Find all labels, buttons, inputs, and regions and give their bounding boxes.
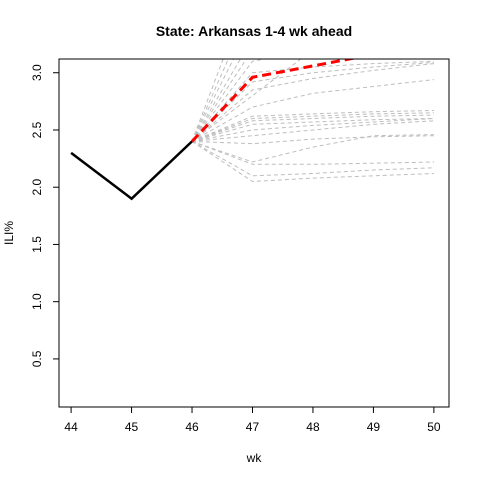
ensemble-line-5: [191, 135, 434, 145]
ensemble-line-14: [191, 63, 434, 142]
ensemble-line-13: [191, 59, 302, 142]
ensemble-line-19: [191, 59, 241, 142]
ensemble-line-18: [191, 59, 248, 142]
x-axis-label: wk: [246, 451, 263, 465]
ensemble-line-20: [191, 59, 235, 142]
ensemble-line-15: [191, 61, 434, 142]
y-tick-label: 2.5: [30, 121, 44, 138]
series-layer: [70, 59, 358, 201]
ensemble-line-11: [191, 110, 434, 142]
y-axis-label: ILI%: [2, 221, 16, 245]
ensemble-line-22: [191, 59, 224, 142]
ensemble-line-7: [191, 118, 434, 142]
x-tick-label: 44: [64, 420, 78, 434]
x-tick-label: 48: [306, 420, 320, 434]
ensemble-line-8: [191, 118, 434, 142]
x-tick-label: 49: [367, 420, 381, 434]
ensemble-line-6: [191, 120, 434, 142]
x-tick-label: 46: [185, 420, 199, 434]
ensemble-line-2: [191, 140, 434, 177]
ensemble-line-1: [191, 140, 434, 183]
y-tick-label: 1.0: [30, 293, 44, 310]
ensemble-line-12: [191, 79, 434, 142]
x-tick-label: 47: [246, 420, 260, 434]
ensemble-layer: [191, 59, 434, 183]
x-axis: 44 45 46 47 48 49 50: [64, 406, 441, 434]
y-tick-label: 1.5: [30, 236, 44, 253]
forecast-line: [190, 59, 358, 143]
ensemble-line-16: [191, 60, 434, 142]
ensemble-line-10: [191, 112, 434, 142]
ensemble-line-17: [191, 59, 268, 142]
x-tick-label: 50: [427, 420, 441, 434]
ensemble-line-4: [191, 134, 434, 163]
observed-line: [70, 140, 193, 201]
y-tick-label: 2.0: [30, 179, 44, 196]
chart-title: State: Arkansas 1-4 wk ahead: [156, 23, 352, 39]
ensemble-line-9: [191, 114, 434, 142]
ensemble-line-21: [191, 59, 229, 142]
y-tick-label: 3.0: [30, 64, 44, 81]
ensemble-line-3: [191, 140, 434, 165]
x-tick-label: 45: [125, 420, 139, 434]
y-tick-label: 0.5: [30, 350, 44, 367]
y-axis: 0.5 1.0 1.5 2.0 2.5 3.0: [30, 64, 60, 367]
